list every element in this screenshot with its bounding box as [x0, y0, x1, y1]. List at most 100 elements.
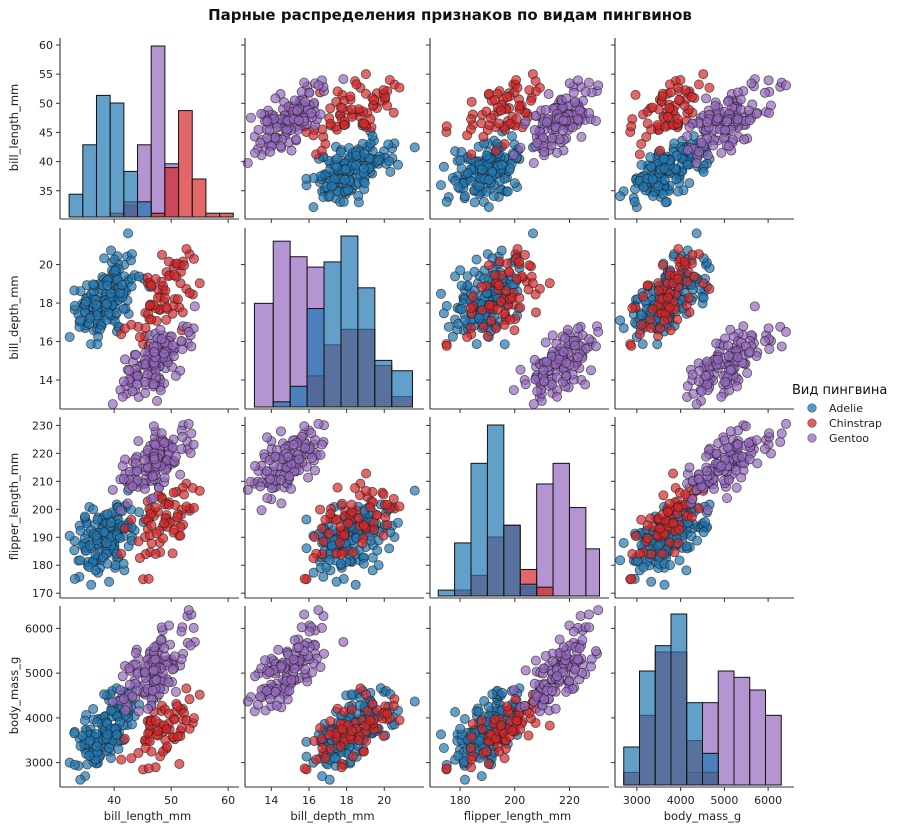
scatter-point-chinstrap	[466, 754, 477, 765]
scatter-point-gentoo	[107, 484, 118, 495]
scatter-point-gentoo	[570, 340, 581, 351]
scatter-point-gentoo	[183, 326, 194, 337]
scatter-point-gentoo	[315, 449, 326, 460]
scatter-point-gentoo	[310, 465, 321, 476]
scatter-point-gentoo	[547, 330, 558, 341]
scatter-point-gentoo	[580, 86, 591, 97]
scatter-point-gentoo	[508, 385, 519, 396]
scatter-point-adelie	[681, 565, 692, 576]
scatter-point-gentoo	[701, 451, 712, 462]
scatter-point-chinstrap	[665, 325, 676, 336]
panel-bill_length_mm-vs-body_mass_g	[611, 38, 794, 223]
scatter-point-chinstrap	[486, 315, 497, 326]
scatter-point-chinstrap	[162, 741, 173, 752]
scatter-point-chinstrap	[378, 530, 389, 541]
scatter-point-gentoo	[584, 622, 595, 633]
panel-bill_length_mm-vs-bill_depth_mm	[241, 38, 424, 223]
scatter-point-gentoo	[250, 671, 261, 682]
scatter-point-chinstrap	[394, 501, 405, 512]
scatter-point-gentoo	[284, 471, 295, 482]
histogram-bar-gentoo	[585, 548, 601, 597]
scatter-point-gentoo	[552, 147, 563, 158]
scatter-point-adelie	[409, 142, 420, 153]
scatter-point-adelie	[324, 774, 335, 785]
scatter-point-adelie	[134, 507, 145, 518]
y-tick-label: 5000	[25, 667, 53, 680]
histogram-bar-adelie	[272, 401, 291, 408]
scatter-point-chinstrap	[466, 303, 477, 314]
scatter-point-chinstrap	[299, 573, 310, 584]
scatter-point-adelie	[99, 527, 110, 538]
scatter-point-chinstrap	[672, 114, 683, 125]
scatter-point-gentoo	[723, 351, 734, 362]
scatter-point-chinstrap	[698, 278, 709, 289]
scatter-point-gentoo	[541, 356, 552, 367]
scatter-point-gentoo	[520, 116, 531, 127]
scatter-point-chinstrap	[657, 91, 668, 102]
scatter-point-chinstrap	[682, 276, 693, 287]
scatter-point-adelie	[509, 178, 520, 189]
scatter-point-adelie	[69, 728, 80, 739]
scatter-point-adelie	[497, 687, 508, 698]
scatter-point-adelie	[504, 163, 515, 174]
histogram-bar-chinstrap	[191, 178, 207, 218]
scatter-point-gentoo	[255, 481, 266, 492]
x-axis-label-bill_depth_mm: bill_depth_mm	[290, 809, 374, 823]
scatter-point-adelie	[75, 315, 86, 326]
scatter-point-adelie	[64, 331, 75, 342]
scatter-point-chinstrap	[507, 725, 518, 736]
scatter-point-gentoo	[584, 334, 595, 345]
scatter-point-adelie	[105, 752, 116, 763]
scatter-point-gentoo	[528, 158, 539, 169]
scatter-point-chinstrap	[134, 332, 145, 343]
y-tick-label: 14	[39, 374, 53, 387]
scatter-point-chinstrap	[177, 307, 188, 318]
scatter-point-chinstrap	[146, 520, 157, 531]
scatter-point-gentoo	[176, 336, 187, 347]
scatter-point-adelie	[308, 202, 319, 213]
scatter-point-gentoo	[559, 333, 570, 344]
scatter-point-chinstrap	[704, 283, 715, 294]
scatter-point-adelie	[487, 166, 498, 177]
scatter-point-gentoo	[120, 705, 131, 716]
scatter-point-gentoo	[508, 150, 519, 161]
scatter-point-adelie	[496, 159, 507, 170]
scatter-point-gentoo	[781, 326, 792, 337]
scatter-point-gentoo	[148, 421, 159, 432]
scatter-point-adelie	[329, 752, 340, 763]
scatter-point-chinstrap	[527, 69, 538, 80]
scatter-point-chinstrap	[315, 722, 326, 733]
scatter-point-chinstrap	[159, 518, 170, 529]
scatter-point-adelie	[700, 517, 711, 528]
scatter-point-adelie	[335, 558, 346, 569]
scatter-point-adelie	[684, 178, 695, 189]
scatter-point-gentoo	[188, 622, 199, 633]
scatter-point-gentoo	[185, 448, 196, 459]
scatter-point-adelie	[646, 576, 657, 587]
scatter-point-chinstrap	[325, 118, 336, 129]
scatter-point-gentoo	[693, 376, 704, 387]
scatter-point-gentoo	[573, 352, 584, 363]
scatter-point-gentoo	[149, 346, 160, 357]
histogram-bar-gentoo	[150, 45, 166, 218]
scatter-point-chinstrap	[466, 96, 477, 107]
scatter-point-chinstrap	[662, 506, 673, 517]
scatter-point-gentoo	[564, 78, 575, 89]
scatter-point-gentoo	[702, 505, 713, 516]
scatter-point-chinstrap	[656, 548, 667, 559]
scatter-point-gentoo	[682, 145, 693, 156]
scatter-point-chinstrap	[704, 82, 715, 93]
scatter-point-gentoo	[691, 158, 702, 169]
scatter-point-chinstrap	[484, 88, 495, 99]
scatter-point-gentoo	[156, 428, 167, 439]
scatter-point-chinstrap	[163, 499, 174, 510]
scatter-point-chinstrap	[150, 715, 161, 726]
scatter-point-gentoo	[722, 493, 733, 504]
scatter-point-adelie	[373, 560, 384, 571]
scatter-point-chinstrap	[462, 130, 473, 141]
scatter-point-chinstrap	[150, 502, 161, 513]
scatter-point-chinstrap	[365, 502, 376, 513]
scatter-point-adelie	[648, 190, 659, 201]
scatter-point-gentoo	[316, 439, 327, 450]
histogram-bar-gentoo	[717, 670, 735, 786]
